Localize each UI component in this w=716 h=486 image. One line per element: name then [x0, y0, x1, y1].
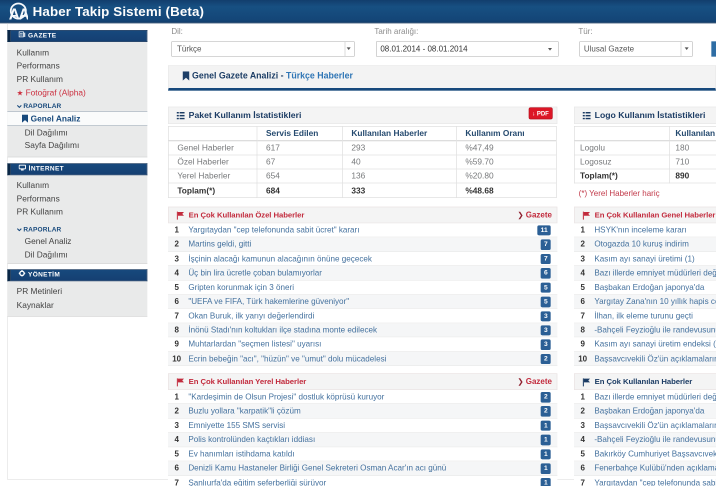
svg-text:AA: AA [9, 6, 28, 21]
